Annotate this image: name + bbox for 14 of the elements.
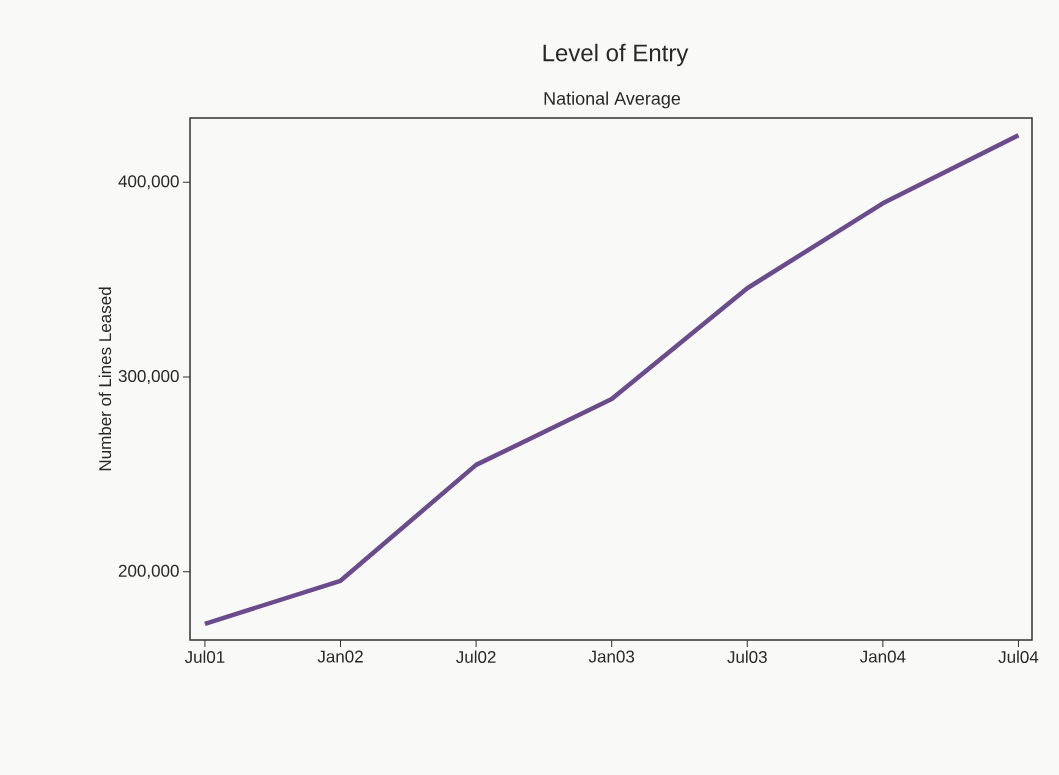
chart-subtitle: National Average <box>544 91 681 109</box>
y-tick-label: 200,000 <box>118 564 179 579</box>
x-tick-label: Jul01 <box>184 650 225 664</box>
y-tick-label: 400,000 <box>118 175 179 190</box>
x-tick-label: Jan04 <box>859 650 906 663</box>
x-tick-label: Jul03 <box>727 650 767 664</box>
x-tick-label: Jan02 <box>317 650 363 663</box>
x-tick-label: Jul02 <box>456 650 496 664</box>
x-tick-label: Jul04 <box>998 650 1039 664</box>
line-series <box>202 133 1021 627</box>
x-tick-label: Jan03 <box>588 650 635 663</box>
y-tick-label: 300,000 <box>118 370 179 385</box>
chart-title: Level of Entry <box>543 43 689 67</box>
y-axis-title: Number of Lines Leased <box>98 287 112 471</box>
